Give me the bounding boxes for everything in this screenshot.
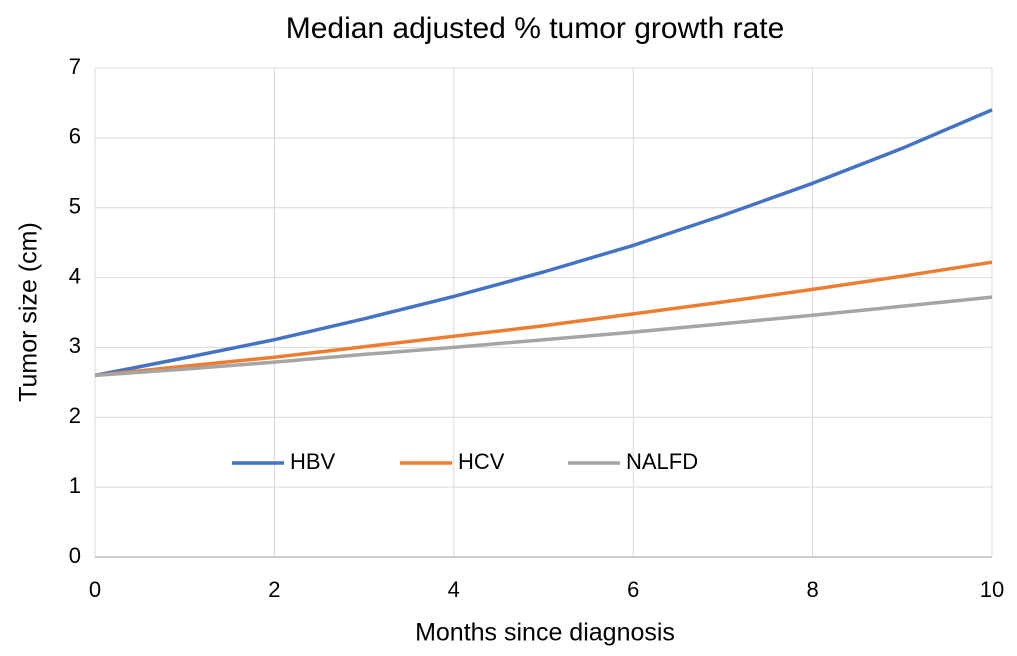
series-line <box>94 260 993 378</box>
x-tick-label: 2 <box>268 577 280 602</box>
x-tick-label: 8 <box>806 577 818 602</box>
legend-label: HCV <box>458 449 505 474</box>
y-axis-label: Tumor size (cm) <box>15 222 43 402</box>
y-tick-label: 6 <box>69 124 81 149</box>
y-tick-label: 4 <box>69 263 81 288</box>
y-tick-label: 2 <box>69 403 81 428</box>
y-tick-label: 1 <box>69 473 81 498</box>
x-axis-label: Months since diagnosis <box>415 619 675 647</box>
y-tick-label: 0 <box>69 543 81 568</box>
series-line <box>94 108 993 378</box>
x-tick-label: 4 <box>448 577 460 602</box>
y-tick-label: 5 <box>69 194 81 219</box>
x-tick-label: 6 <box>627 577 639 602</box>
chart-title: Median adjusted % tumor growth rate <box>286 12 785 45</box>
x-tick-label: 10 <box>980 577 1004 602</box>
y-tick-label: 3 <box>69 333 81 358</box>
legend-label: HBV <box>290 449 336 474</box>
legend-label: NALFD <box>626 449 698 474</box>
y-tick-label: 7 <box>69 54 81 79</box>
x-tick-label: 0 <box>89 577 101 602</box>
series-line <box>94 295 993 378</box>
